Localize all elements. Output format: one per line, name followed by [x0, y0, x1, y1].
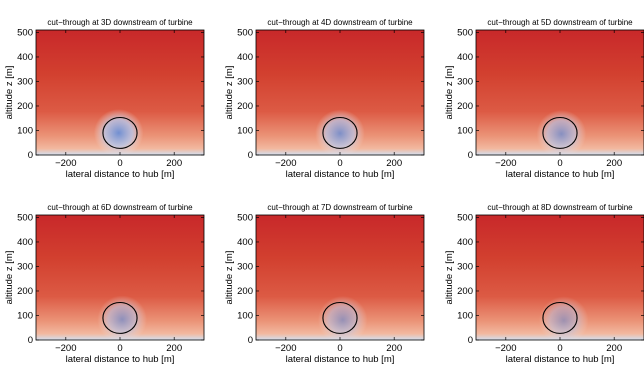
- y-tick-label: 300: [237, 77, 253, 88]
- y-tick-label: 0: [468, 150, 473, 161]
- x-tick-label: −200: [275, 343, 296, 354]
- y-axis-label: altitude z [m]: [4, 66, 15, 120]
- x-axis-label: lateral distance to hub [m]: [66, 169, 175, 180]
- x-tick-label: 0: [117, 158, 122, 169]
- y-axis-label: altitude z [m]: [444, 66, 455, 120]
- subplot-title: cut−through at 5D downstream of turbine: [487, 18, 633, 27]
- y-tick-label: 400: [237, 52, 253, 63]
- x-axis-label: lateral distance to hub [m]: [286, 354, 395, 365]
- y-tick-label: 100: [237, 126, 253, 137]
- subplot-3: −200 0 200 0 100 200 300 400 500 cut−through at 5…: [444, 18, 644, 180]
- subplot-title: cut−through at 7D downstream of turbine: [267, 203, 413, 212]
- wake-deficit: [97, 295, 147, 340]
- y-tick-label: 100: [457, 311, 473, 322]
- wake-deficit: [317, 295, 368, 340]
- rotor-disk-outline: [102, 116, 138, 149]
- y-tick-label: 400: [237, 237, 253, 248]
- subplot-5: −200 0 200 0 100 200 300 400 500 cut−through at 7…: [224, 203, 425, 365]
- y-tick-label: 0: [28, 335, 33, 346]
- y-tick-label: 400: [457, 237, 473, 248]
- subplot-title: cut−through at 6D downstream of turbine: [47, 203, 193, 212]
- wake-deficit: [539, 296, 589, 340]
- rotor-disk-outline: [542, 301, 578, 334]
- y-tick-label: 200: [237, 101, 253, 112]
- heatmap-field: [256, 215, 424, 340]
- rotor-disk-outline: [542, 116, 578, 149]
- y-tick-label: 500: [17, 213, 33, 224]
- x-tick-label: 200: [606, 158, 622, 169]
- x-tick-label: 0: [337, 343, 342, 354]
- heatmap-field: [256, 30, 424, 155]
- x-axis-label: lateral distance to hub [m]: [506, 354, 615, 365]
- y-tick-label: 300: [237, 262, 253, 273]
- y-tick-label: 0: [248, 150, 253, 161]
- y-tick-label: 100: [17, 126, 33, 137]
- x-tick-label: 200: [386, 158, 402, 169]
- wake-deficit: [93, 109, 144, 155]
- x-tick-label: 200: [166, 343, 182, 354]
- subplot-1: −200 0 200 0 100 200 300 400 500 cut−through at 3…: [4, 18, 205, 180]
- y-tick-label: 400: [457, 52, 473, 63]
- subplot-title: cut−through at 4D downstream of turbine: [267, 18, 413, 27]
- rotor-disk-outline: [322, 301, 358, 334]
- y-tick-label: 200: [17, 286, 33, 297]
- x-tick-label: −200: [275, 158, 296, 169]
- y-tick-label: 200: [457, 101, 473, 112]
- heatmap-field: [36, 30, 204, 155]
- y-tick-label: 400: [17, 52, 33, 63]
- x-tick-label: 0: [117, 343, 122, 354]
- y-tick-label: 400: [17, 237, 33, 248]
- y-tick-label: 300: [17, 77, 33, 88]
- subplot-6: −200 0 200 0 100 200 300 400 500 cut−through at 8…: [444, 203, 644, 365]
- subplot-grid: −200 0 200 0 100 200 300 400 500 cut−through at 3…: [4, 18, 644, 365]
- y-tick-label: 500: [237, 28, 253, 39]
- x-tick-label: −200: [55, 343, 76, 354]
- subplot-title: cut−through at 8D downstream of turbine: [487, 203, 633, 212]
- y-tick-label: 0: [28, 150, 33, 161]
- x-tick-label: 0: [557, 158, 562, 169]
- y-tick-label: 300: [457, 262, 473, 273]
- x-tick-label: 0: [557, 343, 562, 354]
- heatmap-field: [36, 215, 204, 340]
- y-tick-label: 100: [237, 311, 253, 322]
- y-tick-label: 100: [17, 311, 33, 322]
- y-tick-label: 100: [457, 126, 473, 137]
- y-axis-label: altitude z [m]: [224, 251, 235, 305]
- heatmap-field: [476, 30, 644, 155]
- x-tick-label: −200: [55, 158, 76, 169]
- x-tick-label: −200: [495, 158, 516, 169]
- y-tick-label: 0: [248, 335, 253, 346]
- y-tick-label: 500: [17, 28, 33, 39]
- y-tick-label: 300: [17, 262, 33, 273]
- y-tick-label: 200: [17, 101, 33, 112]
- y-axis-label: altitude z [m]: [224, 66, 235, 120]
- subplot-4: −200 0 200 0 100 200 300 400 500 cut−through at 6…: [4, 203, 205, 365]
- x-tick-label: 200: [606, 343, 622, 354]
- y-tick-label: 500: [237, 213, 253, 224]
- y-tick-label: 300: [457, 77, 473, 88]
- y-tick-label: 200: [457, 286, 473, 297]
- x-axis-label: lateral distance to hub [m]: [66, 354, 175, 365]
- rotor-disk-outline: [322, 116, 358, 149]
- subplot-title: cut−through at 3D downstream of turbine: [47, 18, 193, 27]
- y-tick-label: 200: [237, 286, 253, 297]
- y-axis-label: altitude z [m]: [4, 251, 15, 305]
- x-tick-label: −200: [495, 343, 516, 354]
- y-axis-label: altitude z [m]: [444, 251, 455, 305]
- y-tick-label: 0: [468, 335, 473, 346]
- x-tick-label: 200: [386, 343, 402, 354]
- x-axis-label: lateral distance to hub [m]: [506, 169, 615, 180]
- y-tick-label: 500: [457, 213, 473, 224]
- x-tick-label: 200: [166, 158, 182, 169]
- y-tick-label: 500: [457, 28, 473, 39]
- x-axis-label: lateral distance to hub [m]: [286, 169, 395, 180]
- x-tick-label: 0: [337, 158, 342, 169]
- heatmap-field: [476, 215, 644, 340]
- subplot-2: −200 0 200 0 100 200 300 400 500 cut−through at 4…: [224, 18, 425, 180]
- rotor-disk-outline: [102, 301, 138, 334]
